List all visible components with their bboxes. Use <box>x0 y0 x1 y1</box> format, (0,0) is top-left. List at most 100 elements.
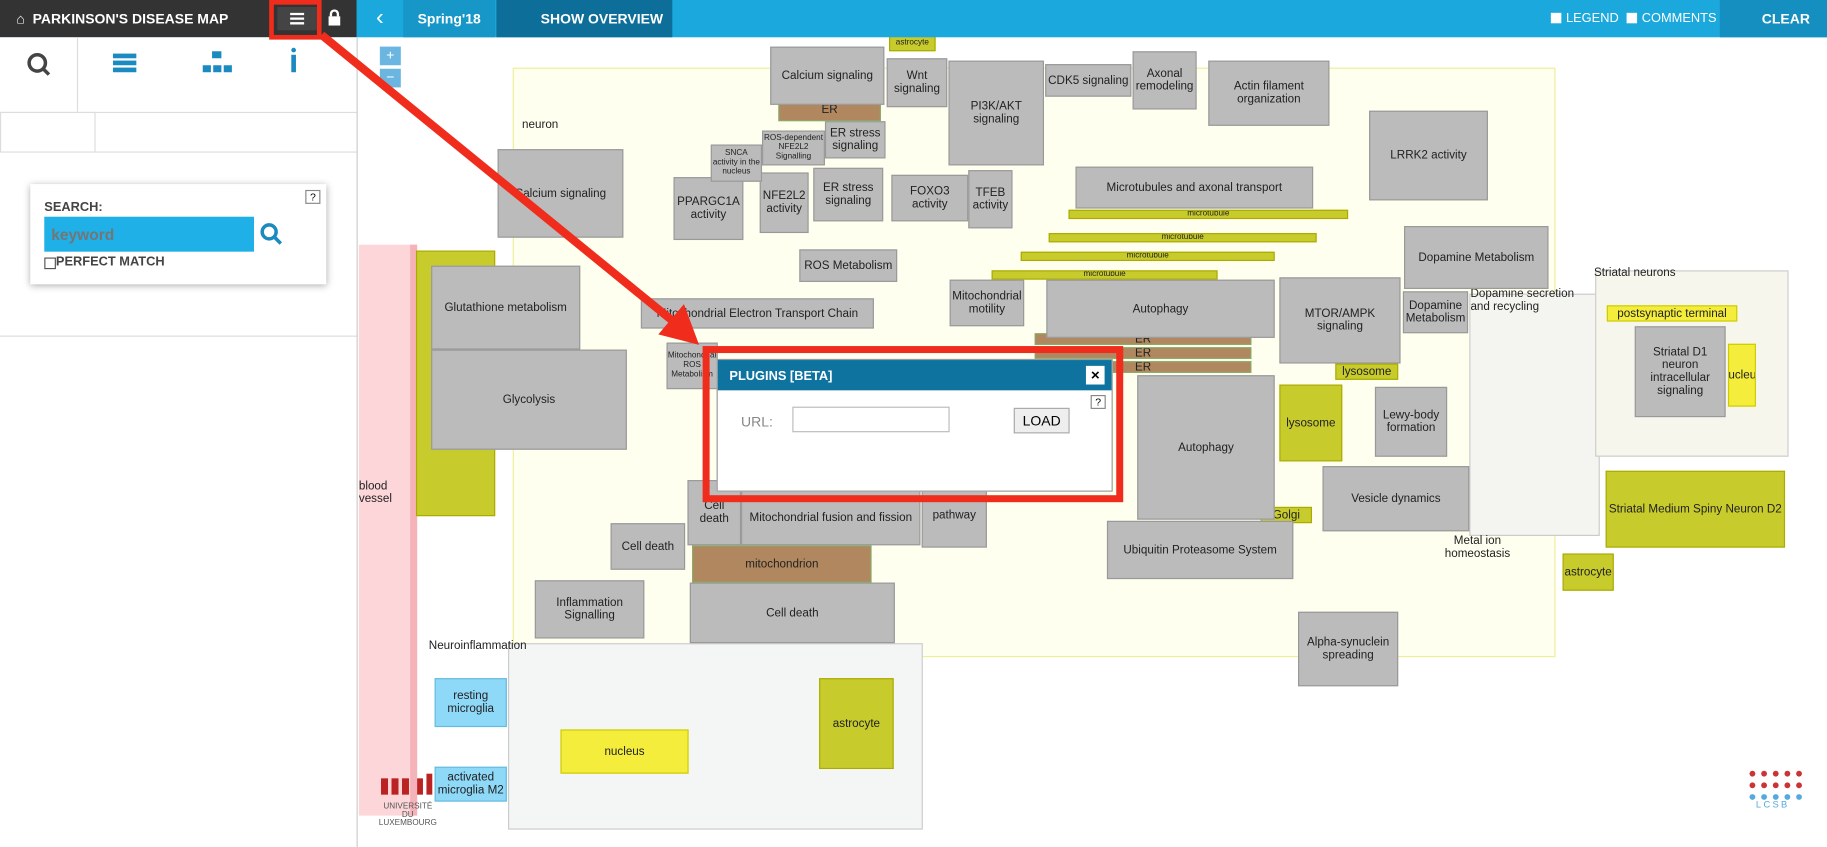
map-node: Lewy-body formation <box>1374 386 1448 457</box>
version-tab[interactable]: Spring'18 <box>403 0 496 38</box>
zoom-in[interactable]: + <box>379 46 401 66</box>
comments-label: COMMENTS <box>1641 11 1717 26</box>
zoom-out[interactable]: − <box>379 68 401 88</box>
map-node: Axonal remodeling <box>1132 51 1197 110</box>
map-node: astrocyte <box>819 678 894 770</box>
map-node: Microtubules and axonal transport <box>1075 166 1314 209</box>
blood-vessel <box>358 244 418 816</box>
logo-text: UNIVERSITÉ DU LUXEMBOURG <box>378 802 437 828</box>
map-node: Mitochondrial ROS Metabolism <box>666 342 718 390</box>
map-node: Alpha-synuclein spreading <box>1298 611 1399 687</box>
perfect-match-checkbox[interactable] <box>44 257 56 270</box>
map-node: nucleus <box>1727 343 1756 407</box>
back-button[interactable]: ‹ <box>375 4 384 31</box>
map-node: nucleus <box>560 729 689 774</box>
map-node: mitochondrion <box>692 545 872 583</box>
clear-button[interactable]: CLEAR <box>1719 0 1827 38</box>
map-node: astrocyte <box>1562 553 1614 591</box>
map-node: ER stress signaling <box>813 167 884 222</box>
map-node: lysosome <box>1335 363 1399 380</box>
plugins-dialog: PLUGINS [BETA] × ? URL: LOAD <box>716 358 1113 492</box>
help-button[interactable]: ? <box>1090 394 1106 409</box>
overview-text: SHOW OVERVIEW <box>540 10 664 27</box>
top-bar: ⌂ PARKINSON'S DISEASE MAP ‹ Spring'18 SH… <box>0 0 1827 38</box>
lock-icon[interactable] <box>327 9 341 26</box>
menu-button[interactable] <box>277 6 317 31</box>
load-button[interactable]: LOAD <box>1013 407 1070 434</box>
map-node: Wnt signaling <box>886 58 948 108</box>
map-node: ER <box>1034 347 1252 359</box>
divider <box>0 151 357 153</box>
close-button[interactable]: × <box>1085 365 1105 385</box>
map-node: Actin filament organization <box>1208 60 1330 126</box>
map-node: Dopamine Metabolism <box>1404 226 1549 289</box>
divider <box>76 37 79 112</box>
help-button[interactable]: ? <box>305 189 321 204</box>
map-node: PPARGC1A activity <box>673 177 744 241</box>
map-node: Mitochondrial fusion and fission <box>741 489 921 546</box>
dialog-title: PLUGINS [BETA] <box>729 369 833 384</box>
logo-text: LCSB <box>1755 799 1790 810</box>
map-label: Dopamine secretion and recycling <box>1470 287 1575 314</box>
map-node: microtubule <box>1020 251 1275 262</box>
map-node: Striatal Medium Spiny Neuron D2 <box>1605 470 1786 548</box>
map-node: activated microglia M2 <box>434 766 507 802</box>
search-button[interactable] <box>259 221 285 247</box>
map-node: Striatal D1 neuron intracellular signali… <box>1634 326 1726 418</box>
map-node: Ubiquitin Proteasome System <box>1106 520 1294 580</box>
map-node: Calcium signaling <box>497 149 624 238</box>
url-input[interactable] <box>792 406 950 433</box>
map-node: microtubule <box>1068 209 1349 220</box>
search-input[interactable] <box>44 216 255 252</box>
map-node: LRRK2 activity <box>1369 110 1488 201</box>
divider <box>0 111 357 114</box>
map-node: TFEB activity <box>968 170 1013 229</box>
map-node: FOXO3 activity <box>891 174 969 222</box>
map-node: astrocyte <box>889 34 936 52</box>
map-node: microtubule <box>1048 233 1317 243</box>
map-node: Glycolysis <box>431 349 627 450</box>
nav-icons <box>27 47 296 76</box>
map-node: postsynaptic terminal <box>1606 305 1738 322</box>
map-node: ROS-dependent NFE2L2 Signalling <box>762 130 825 166</box>
map-node: Autophagy <box>1046 279 1275 338</box>
map-node: Cell death <box>689 582 895 644</box>
url-label: URL: <box>741 413 773 430</box>
map-node: Inflammation Signalling <box>534 580 645 639</box>
map-node: lysosome <box>1279 384 1343 462</box>
map-node: resting microglia <box>434 678 507 728</box>
map-node: ROS Metabolism <box>799 249 898 282</box>
map-label: Striatal neurons <box>1593 266 1676 280</box>
map-node: PI3K/AKT signaling <box>948 60 1045 166</box>
brand: ⌂ PARKINSON'S DISEASE MAP <box>0 0 357 38</box>
map-label: blood vessel <box>358 480 392 506</box>
overview-button[interactable]: SHOW OVERVIEW <box>496 0 673 38</box>
map-node: Glutathione metabolism <box>431 265 581 350</box>
map-node: SNCA activity in the nucleus <box>710 144 763 182</box>
map-node: Calcium signaling <box>770 46 885 105</box>
legend-label: LEGEND <box>1566 11 1619 26</box>
search-panel: SEARCH: PERFECT MATCH ? <box>30 184 327 285</box>
clear-text: CLEAR <box>1761 10 1810 27</box>
map-node: CDK5 signaling <box>1045 64 1132 97</box>
divider <box>0 335 357 337</box>
comments-checkbox[interactable] <box>1626 12 1638 24</box>
dopamine-compartment <box>1469 293 1600 536</box>
map-node: ER stress signaling <box>824 121 886 159</box>
sidebar: SEARCH: PERFECT MATCH ? <box>0 37 358 847</box>
map-node: Vesicle dynamics <box>1322 466 1470 532</box>
map-node: Mitochondrial Electron Transport Chain <box>640 298 874 329</box>
map-node: NFE2L2 activity <box>759 172 809 234</box>
search-label: SEARCH: <box>44 200 103 215</box>
perfect-match-label: PERFECT MATCH <box>55 255 165 270</box>
map-label: Neuroinflammation <box>428 639 527 653</box>
map-node: pathway <box>921 482 987 548</box>
legend-checkbox[interactable] <box>1550 12 1562 24</box>
map-node: microtubule <box>991 270 1218 280</box>
map-node: Mitochondrial motility <box>949 279 1025 327</box>
map-node: Cell death <box>610 523 686 570</box>
map-label: neuron <box>522 118 559 132</box>
map-label: Metal ion homeostasis <box>1444 534 1511 561</box>
